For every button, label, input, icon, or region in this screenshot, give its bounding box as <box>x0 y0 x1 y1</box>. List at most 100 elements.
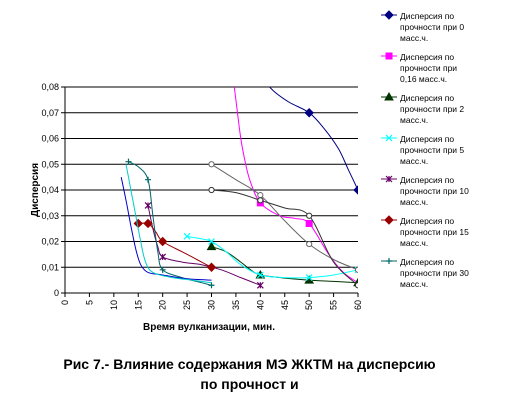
series-10 <box>208 186 358 289</box>
legend-label: масс.ч. <box>400 197 428 207</box>
legend-label: прочности при 2 <box>400 104 464 114</box>
series-4 <box>144 202 264 289</box>
x-tick-label: 45 <box>280 300 290 310</box>
plot-area: 0 0,01 0,02 0,03 0,04 0,05 0,06 0,07 0,08 0 5 10 15 2… <box>41 82 363 310</box>
data-point <box>257 192 264 199</box>
y-tick-label: 0 <box>54 288 59 298</box>
series-3 <box>183 232 358 281</box>
data-point <box>305 219 313 227</box>
y-tick-label: 0,08 <box>41 82 59 92</box>
data-point <box>208 282 215 289</box>
data-point <box>157 236 168 247</box>
legend-label: прочности при 5 <box>400 145 464 155</box>
data-point <box>257 197 264 204</box>
data-point <box>143 218 153 229</box>
series-0 <box>268 87 358 195</box>
figure-caption-line1: Рис 7.- Влияние содержания МЭ ЖКТМ на ди… <box>63 356 436 372</box>
data-point <box>256 271 264 279</box>
legend-label: прочности при 15 <box>400 227 469 237</box>
x-tick-label: 5 <box>84 300 94 305</box>
legend-marker <box>386 258 392 264</box>
legend-label: масс.ч. <box>400 115 428 125</box>
data-point <box>208 238 215 245</box>
legend-label: Дисперсия по <box>400 134 454 144</box>
x-tick-label: 20 <box>158 300 168 310</box>
legend-label: Дисперсия по <box>400 175 454 185</box>
y-tick-label: 0,01 <box>41 262 59 272</box>
legend-label: Дисперсия по <box>400 52 454 62</box>
legend-label: Дисперсия по <box>400 93 454 103</box>
data-point <box>354 282 358 289</box>
series-line <box>147 205 261 286</box>
series-1 <box>233 87 358 284</box>
x-tick-label: 40 <box>255 300 265 310</box>
legend-label: Дисперсия по <box>400 216 454 226</box>
series-line <box>187 235 358 279</box>
legend-label: масс.ч. <box>400 279 428 289</box>
series-line <box>211 163 358 271</box>
x-tick-label: 30 <box>207 300 217 310</box>
series-line <box>128 161 212 286</box>
legend-marker <box>385 175 393 183</box>
series-7 <box>120 176 212 281</box>
data-point <box>159 266 166 273</box>
data-point <box>206 262 217 272</box>
legend-label: прочности при <box>400 63 457 73</box>
data-point <box>306 240 313 248</box>
legend-label: масс.ч. <box>400 238 428 248</box>
data-point <box>206 241 217 251</box>
series-line <box>268 87 358 191</box>
data-point <box>306 212 313 219</box>
legend-label: прочности при 0 <box>400 22 464 32</box>
x-tick-label: 10 <box>109 300 119 310</box>
x-tick-label: 50 <box>304 300 314 310</box>
series-9 <box>208 161 358 273</box>
data-point <box>183 232 191 240</box>
series-line <box>120 176 212 281</box>
legend-label: Дисперсия по <box>400 257 454 267</box>
figure-caption-line2: по прочност и <box>200 376 299 392</box>
data-point <box>256 281 264 289</box>
data-point <box>354 266 358 273</box>
y-tick-label: 0,04 <box>41 185 59 195</box>
data-point <box>145 176 152 183</box>
legend-marker <box>385 52 393 60</box>
data-point <box>304 108 314 118</box>
legend-marker <box>384 91 394 101</box>
legend-marker <box>384 215 394 225</box>
data-point <box>208 186 215 194</box>
data-point <box>144 202 152 209</box>
y-tick-label: 0,02 <box>41 237 59 247</box>
data-point <box>159 253 167 261</box>
legend-marker <box>384 10 394 20</box>
x-axis-label: Время вулканизации, мин. <box>143 322 275 333</box>
legend-label: масс.ч. <box>400 33 428 43</box>
legend-marker <box>385 134 393 142</box>
legend-label: Дисперсия по <box>400 11 454 21</box>
x-tick-label: 35 <box>231 300 241 310</box>
series-line <box>125 164 212 284</box>
y-tick-label: 0,05 <box>41 159 59 169</box>
x-tick-label: 15 <box>133 300 143 310</box>
series-2 <box>206 241 358 287</box>
legend-label: масс.ч. <box>400 156 428 166</box>
x-tick-label: 25 <box>182 300 192 310</box>
data-point <box>353 185 358 195</box>
y-tick-label: 0,03 <box>41 211 59 221</box>
series-8 <box>125 164 212 284</box>
y-tick-label: 0,07 <box>41 108 59 118</box>
series-5 <box>133 218 217 272</box>
y-axis-label: Дисперсия <box>30 163 41 217</box>
legend-label: 0,16 масс.ч. <box>400 74 447 84</box>
data-point <box>125 158 132 165</box>
series-6 <box>125 158 215 289</box>
